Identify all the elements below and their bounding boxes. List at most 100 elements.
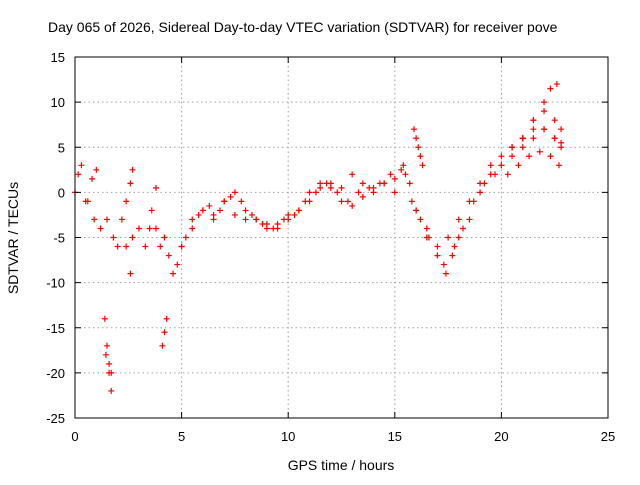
data-point <box>206 202 213 209</box>
data-point <box>487 162 494 169</box>
data-point <box>425 234 432 241</box>
data-point <box>227 193 234 200</box>
data-point <box>402 171 409 178</box>
data-point <box>91 216 98 223</box>
data-point <box>159 342 166 349</box>
data-point <box>274 225 281 232</box>
y-axis-label: SDTVAR / TECUs <box>5 182 21 294</box>
data-point <box>101 315 108 322</box>
data-point <box>182 234 189 241</box>
data-point <box>174 261 181 268</box>
data-point <box>370 189 377 196</box>
data-point <box>477 180 484 187</box>
series-early-arc-2 <box>82 166 100 205</box>
grid <box>75 57 608 418</box>
data-point <box>123 198 130 205</box>
data-point <box>449 252 456 259</box>
data-point <box>103 342 110 349</box>
y-tick-label: -10 <box>46 276 65 291</box>
data-point <box>406 180 413 187</box>
data-point <box>366 184 373 191</box>
y-tick-label: -20 <box>46 366 65 381</box>
data-point <box>558 139 565 146</box>
data-point <box>460 225 467 232</box>
data-point <box>387 171 394 178</box>
data-point <box>189 216 196 223</box>
data-point <box>242 216 249 223</box>
data-point <box>189 225 196 232</box>
data-point <box>165 252 172 259</box>
data-point <box>338 184 345 191</box>
data-point <box>391 189 398 196</box>
data-point <box>408 198 415 205</box>
data-point <box>317 180 324 187</box>
data-point <box>338 198 345 205</box>
y-tick-label: 5 <box>58 140 65 155</box>
data-point <box>129 234 136 241</box>
data-point <box>551 117 558 124</box>
data-point <box>142 243 149 250</box>
data-point <box>93 166 100 173</box>
series-early-arc-6 <box>135 184 160 250</box>
data-point <box>118 216 125 223</box>
axis-ticks: 0 5 10 15 20 25 -25 -20 -15 -10 -5 0 5 10 15 <box>46 50 615 444</box>
x-tick-label: 5 <box>178 429 185 444</box>
data-point <box>530 117 537 124</box>
data-point <box>519 135 526 142</box>
data-point <box>359 180 366 187</box>
data-point <box>157 243 164 250</box>
data-point <box>221 198 228 205</box>
data-point <box>455 216 462 223</box>
data-point <box>253 216 260 223</box>
data-point <box>102 351 109 358</box>
data-point <box>231 189 238 196</box>
data-point <box>466 198 473 205</box>
data-point <box>108 369 115 376</box>
x-tick-label: 10 <box>281 429 295 444</box>
data-point <box>108 387 115 394</box>
data-point <box>312 189 319 196</box>
data-point <box>114 243 121 250</box>
data-point <box>547 153 554 160</box>
data-point <box>440 261 447 268</box>
data-point <box>97 225 104 232</box>
data-point <box>417 153 424 160</box>
y-tick-label: -15 <box>46 321 65 336</box>
data-point <box>391 175 398 182</box>
data-point <box>248 211 255 218</box>
data-point <box>515 162 522 169</box>
data-point <box>504 171 511 178</box>
y-tick-label: 10 <box>51 95 65 110</box>
data-point <box>530 135 537 142</box>
data-point <box>536 148 543 155</box>
data-point <box>423 225 430 232</box>
data-point <box>381 180 388 187</box>
data-point <box>519 144 526 151</box>
data-point <box>178 243 185 250</box>
data-point <box>400 162 407 169</box>
data-point <box>153 184 160 191</box>
data-point <box>148 207 155 214</box>
data-point <box>355 189 362 196</box>
data-point <box>555 162 562 169</box>
data-point <box>434 243 441 250</box>
data-point <box>163 315 170 322</box>
data-point <box>498 162 505 169</box>
data-point <box>349 202 356 209</box>
data-point <box>344 198 351 205</box>
data-point <box>445 234 452 241</box>
data-point <box>359 193 366 200</box>
data-point <box>263 225 270 232</box>
series-spike-arc <box>410 126 426 169</box>
data-point <box>455 234 462 241</box>
chart-title: Day 065 of 2026, Sidereal Day-to-day VTE… <box>48 19 558 35</box>
data-point <box>451 243 458 250</box>
data-point <box>78 162 85 169</box>
data-point <box>103 216 110 223</box>
series-low-arc-3 <box>159 315 170 349</box>
x-axis-label: GPS time / hours <box>288 457 395 473</box>
data-point <box>509 153 516 160</box>
data-point <box>530 126 537 133</box>
data-point <box>419 162 426 169</box>
